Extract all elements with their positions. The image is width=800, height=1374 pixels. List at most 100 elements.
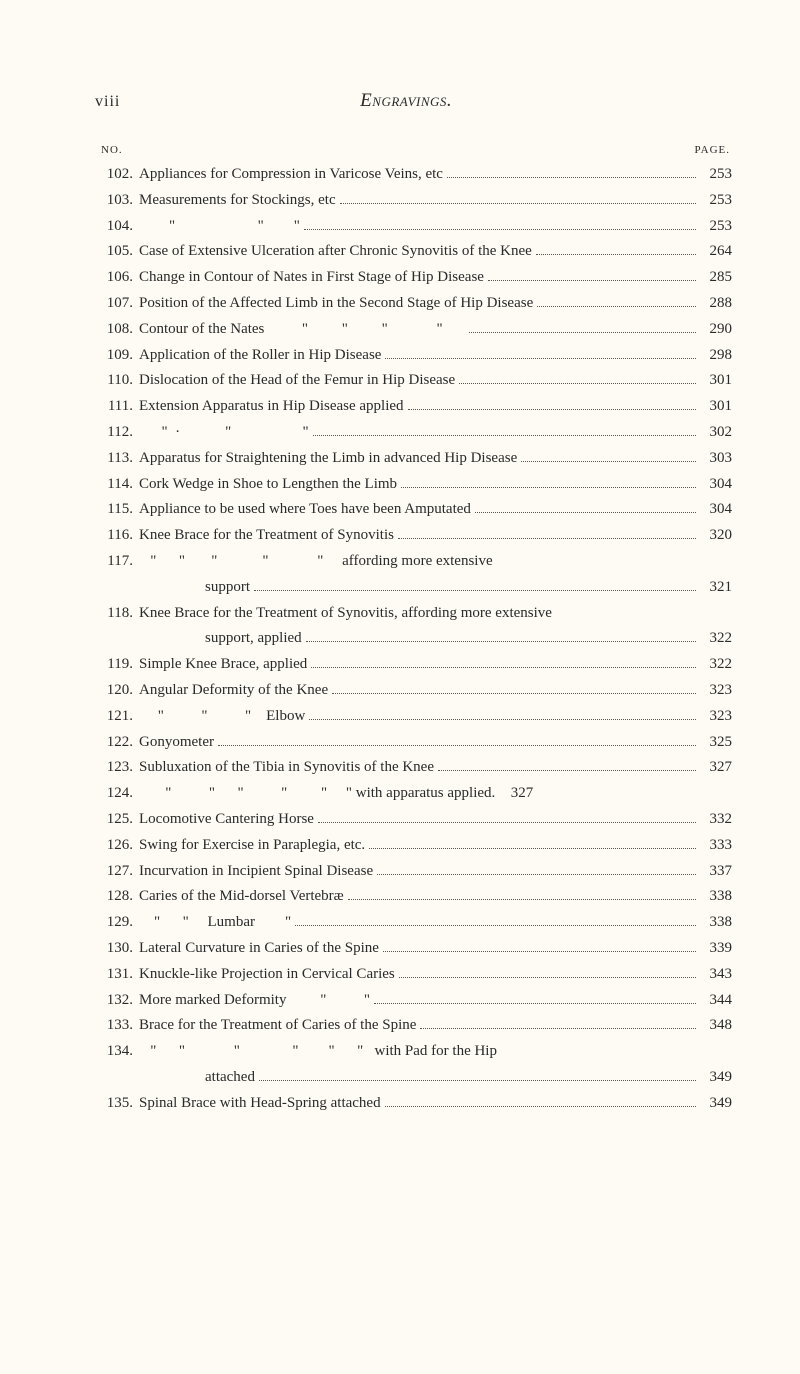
entry-number: 135.	[95, 1091, 139, 1117]
entry-number: 127.	[95, 859, 139, 885]
toc-entry: 132.More marked Deformity " " 344	[95, 988, 732, 1014]
entry-number: 115.	[95, 497, 139, 523]
entry-page: 323	[700, 704, 732, 730]
entry-description: Knuckle-like Projection in Cervical Cari…	[139, 962, 395, 988]
entry-page: 285	[700, 265, 732, 291]
toc-entry: 134. " " " " " " with Pad for the Hip	[95, 1039, 732, 1065]
toc-entry: 117. " " " " " affording more extensive	[95, 549, 732, 575]
toc-entry: 109.Application of the Roller in Hip Dis…	[95, 343, 732, 369]
dot-leader	[348, 899, 696, 900]
entry-number: 125.	[95, 807, 139, 833]
entry-description: Measurements for Stockings, etc	[139, 188, 336, 214]
entry-number: 109.	[95, 343, 139, 369]
entry-page: 332	[700, 807, 732, 833]
toc-entry: 127.Incurvation in Incipient Spinal Dise…	[95, 859, 732, 885]
entry-description: Change in Contour of Nates in First Stag…	[139, 265, 484, 291]
toc-entry: 106.Change in Contour of Nates in First …	[95, 265, 732, 291]
entry-description: Spinal Brace with Head-Spring attached	[139, 1091, 381, 1117]
toc-entry: 126.Swing for Exercise in Paraplegia, et…	[95, 833, 732, 859]
toc-entry: 130.Lateral Curvature in Caries of the S…	[95, 936, 732, 962]
entry-page: 322	[700, 652, 732, 678]
entry-description: Case of Extensive Ulceration after Chron…	[139, 239, 532, 265]
entry-description: Knee Brace for the Treatment of Synoviti…	[139, 601, 552, 627]
entry-description: Gonyometer	[139, 730, 214, 756]
page: viii Engravings. NO. PAGE. 102.Appliance…	[0, 0, 800, 1374]
dot-leader	[377, 874, 696, 875]
toc-entry: 102.Appliances for Compression in Varico…	[95, 162, 732, 188]
entry-page: 253	[700, 214, 732, 240]
entry-description: More marked Deformity " "	[139, 988, 370, 1014]
dot-leader	[304, 229, 696, 230]
entry-description: Swing for Exercise in Paraplegia, etc.	[139, 833, 365, 859]
entry-page: 338	[700, 910, 732, 936]
entry-description: " " " " " " with Pad for the Hip	[139, 1039, 497, 1065]
entry-description: attached	[205, 1065, 255, 1091]
entry-description: Simple Knee Brace, applied	[139, 652, 307, 678]
dot-leader	[459, 383, 696, 384]
entry-number: 131.	[95, 962, 139, 988]
entry-description: " " "	[139, 214, 300, 240]
entry-page: 301	[700, 394, 732, 420]
entry-page: 302	[700, 420, 732, 446]
entry-description: " " " Elbow	[139, 704, 305, 730]
entry-number: 126.	[95, 833, 139, 859]
entry-number: 111.	[95, 394, 139, 420]
entry-number: 102.	[95, 162, 139, 188]
toc-entry: 111.Extension Apparatus in Hip Disease a…	[95, 394, 732, 420]
entry-number: 121.	[95, 704, 139, 730]
entry-description: Appliance to be used where Toes have bee…	[139, 497, 471, 523]
entry-description: Dislocation of the Head of the Femur in …	[139, 368, 455, 394]
dot-leader	[447, 177, 696, 178]
dot-leader	[398, 538, 696, 539]
toc-entry: 125.Locomotive Cantering Horse332	[95, 807, 732, 833]
entry-description: " " Lumbar "	[139, 910, 291, 936]
entry-number: 130.	[95, 936, 139, 962]
toc-entry: 124. " " " " " " with apparatus applied.…	[95, 781, 732, 807]
toc-entry: 110.Dislocation of the Head of the Femur…	[95, 368, 732, 394]
dot-leader	[536, 254, 696, 255]
toc-entries: 102.Appliances for Compression in Varico…	[95, 162, 732, 1116]
entry-number: 133.	[95, 1013, 139, 1039]
entry-number: 108.	[95, 317, 139, 343]
toc-entry: 135.Spinal Brace with Head-Spring attach…	[95, 1091, 732, 1117]
entry-description: Incurvation in Incipient Spinal Disease	[139, 859, 373, 885]
entry-description: Extension Apparatus in Hip Disease appli…	[139, 394, 404, 420]
entry-number: 128.	[95, 884, 139, 910]
entry-page: 325	[700, 730, 732, 756]
toc-entry: 123.Subluxation of the Tibia in Synoviti…	[95, 755, 732, 781]
entry-number: 118.	[95, 601, 139, 627]
entry-description: Lateral Curvature in Caries of the Spine	[139, 936, 379, 962]
dot-leader	[383, 951, 696, 952]
dot-leader	[306, 641, 696, 642]
toc-entry-continuation: support, applied322	[95, 626, 732, 652]
entry-number: 110.	[95, 368, 139, 394]
entry-page: 288	[700, 291, 732, 317]
entry-page: 344	[700, 988, 732, 1014]
entry-number: 119.	[95, 652, 139, 678]
dot-leader	[313, 435, 696, 436]
toc-entry-continuation: support321	[95, 575, 732, 601]
toc-entry: 118.Knee Brace for the Treatment of Syno…	[95, 601, 732, 627]
entry-description: Contour of the Nates " " " "	[139, 317, 465, 343]
entry-number: 132.	[95, 988, 139, 1014]
dot-leader	[385, 358, 696, 359]
entry-page: 348	[700, 1013, 732, 1039]
running-head: viii Engravings.	[95, 90, 732, 112]
toc-entry: 115.Appliance to be used where Toes have…	[95, 497, 732, 523]
entry-description: Application of the Roller in Hip Disease	[139, 343, 381, 369]
entry-number: 112.	[95, 420, 139, 446]
dot-leader	[332, 693, 696, 694]
entry-page: 253	[700, 162, 732, 188]
dot-leader	[259, 1080, 696, 1081]
dot-leader	[295, 925, 696, 926]
entry-page: 339	[700, 936, 732, 962]
entry-page: 327	[501, 781, 533, 807]
dot-leader	[374, 1003, 696, 1004]
entry-number: 103.	[95, 188, 139, 214]
dot-leader	[218, 745, 696, 746]
entry-number: 123.	[95, 755, 139, 781]
toc-entry: 107.Position of the Affected Limb in the…	[95, 291, 732, 317]
entry-description: Cork Wedge in Shoe to Lengthen the Limb	[139, 472, 397, 498]
toc-entry: 105.Case of Extensive Ulceration after C…	[95, 239, 732, 265]
entry-page: 301	[700, 368, 732, 394]
